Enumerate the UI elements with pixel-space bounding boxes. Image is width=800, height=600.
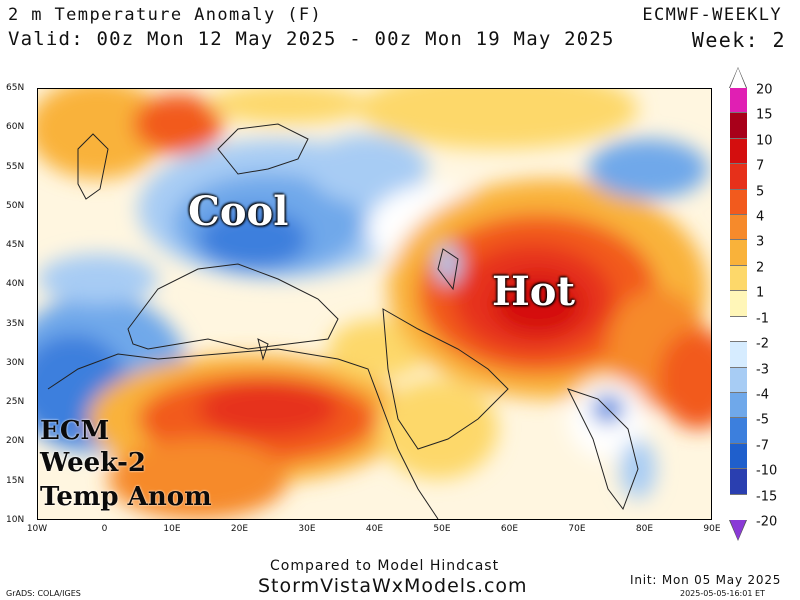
- colorbar-cell: [730, 342, 747, 368]
- colorbar-label: 15: [756, 107, 773, 123]
- colorbar-label: 7: [756, 158, 765, 174]
- model-name: ECMWF-WEEKLY: [642, 5, 782, 25]
- colorbar-label: -20: [756, 514, 778, 530]
- colorbar-label: -1: [756, 311, 769, 327]
- colorbar-cell: [730, 316, 747, 343]
- map-title: 2 m Temperature Anomaly (F): [8, 5, 323, 25]
- anomaly-map: [37, 88, 712, 520]
- forecast-week: Week: 2: [691, 28, 786, 52]
- colorbar-bottom-arrow: [730, 520, 746, 540]
- colorbar-label: 20: [756, 82, 773, 98]
- colorbar-cell: [730, 215, 747, 241]
- lon-label: 90E: [703, 524, 721, 534]
- lon-label: 80E: [635, 524, 654, 534]
- lat-label: 40N: [6, 279, 25, 290]
- colorbar-cell: [730, 469, 747, 495]
- colorbar-label: -10: [756, 463, 778, 479]
- lat-label: 30N: [6, 357, 25, 368]
- colorbar-cell: [730, 240, 747, 266]
- cool-annotation: Cool: [188, 188, 289, 235]
- lon-label: 40E: [365, 524, 384, 534]
- anomaly-map-graphic: [38, 89, 711, 519]
- colorbar-cell: [730, 138, 747, 165]
- colorbar-cell: [730, 418, 747, 444]
- colorbar-label: -5: [756, 412, 769, 428]
- lon-label: 10E: [163, 524, 181, 534]
- lon-label: 20E: [230, 524, 249, 534]
- lat-label: 55N: [6, 161, 25, 172]
- colorbar-label: -3: [756, 362, 769, 378]
- colorbar-cell: [730, 113, 747, 139]
- lat-label: 10N: [6, 515, 25, 525]
- hot-annotation: Hot: [492, 268, 575, 315]
- colorbar-label: 2: [756, 260, 765, 276]
- colorbar-cell: [730, 189, 747, 216]
- colorbar-cell: [730, 265, 747, 292]
- colorbar: [730, 88, 747, 520]
- valid-period: Valid: 00z Mon 12 May 2025 - 00z Mon 19 …: [8, 28, 615, 50]
- lat-label: 35N: [6, 318, 25, 329]
- colorbar-cell: [730, 392, 747, 419]
- lon-label: 10W: [26, 524, 48, 534]
- overlay-text-line2: Week-2: [40, 448, 147, 478]
- grads-credit: GrADS: COLA/IGES: [6, 589, 81, 598]
- hindcast-note: Compared to Model Hindcast: [270, 558, 500, 574]
- colorbar-cell: [730, 443, 747, 470]
- lat-label: 20N: [6, 436, 25, 447]
- colorbar-label: 4: [756, 209, 765, 225]
- colorbar-cell: [730, 291, 747, 317]
- colorbar-label: 1: [756, 285, 765, 301]
- colorbar-label: 5: [756, 184, 765, 200]
- lat-label: 45N: [6, 240, 25, 251]
- colorbar-label: 3: [756, 234, 765, 250]
- colorbar-cell: [730, 367, 747, 393]
- lon-label: 70E: [568, 524, 586, 534]
- lon-label: 0: [101, 524, 108, 534]
- lat-label: 65N: [6, 83, 25, 93]
- colorbar-cell: [730, 88, 747, 114]
- lat-label: 50N: [6, 200, 25, 211]
- colorbar-label: -15: [756, 489, 778, 505]
- colorbar-label: -4: [756, 387, 769, 403]
- colorbar-cell: [730, 164, 747, 190]
- site-name: StormVistaWxModels.com: [258, 575, 528, 597]
- lat-label: 15N: [6, 475, 25, 486]
- colorbar-label: 10: [756, 133, 773, 149]
- lon-label: 60E: [500, 524, 519, 534]
- colorbar-label: -7: [756, 438, 769, 454]
- overlay-text-line1: ECM: [40, 416, 110, 446]
- colorbar-top-arrow: [730, 68, 746, 88]
- overlay-text-line3: Temp Anom: [40, 482, 212, 512]
- lon-label: 30E: [298, 524, 316, 534]
- lat-label: 60N: [6, 122, 25, 133]
- lon-label: 50E: [433, 524, 451, 534]
- generated-stamp: 2025-05-05-16:01 ET: [680, 589, 765, 598]
- init-time: Init: Mon 05 May 2025: [630, 573, 782, 587]
- lat-label: 25N: [6, 397, 25, 408]
- colorbar-label: -2: [756, 336, 769, 352]
